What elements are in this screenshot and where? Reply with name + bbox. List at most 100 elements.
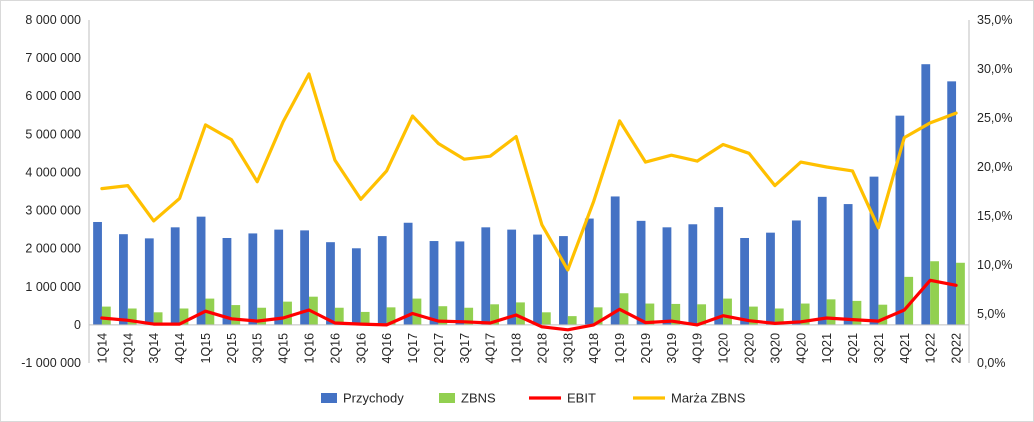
bar-przychody [895,115,905,325]
line-series-ebit [100,278,958,332]
bar-przychody [403,222,413,325]
bar-zbns [283,301,292,325]
bar-zbns [671,303,681,325]
x-tick-label: 3Q15 [251,333,265,364]
x-tick-label: 1Q22 [924,333,938,364]
bar-przychody [921,64,931,325]
bar-przychody [766,232,775,325]
bar-przychody [481,227,491,325]
bar-zbns [516,302,525,325]
x-tick-label: 2Q22 [950,333,964,364]
y-left-tick-label: -1 000 000 [21,356,81,370]
y-left-tick-label: 7 000 000 [25,51,81,65]
bar-zbns [593,307,603,325]
bar-zbns [153,312,163,325]
y-right-tick-label: 0,0% [977,356,1006,370]
y-right-tick-label: 25,0% [977,111,1012,125]
y-left-tick-label: 6 000 000 [25,89,81,103]
line-series-mar-a-zbns [100,72,958,272]
y-right-tick-label: 5,0% [977,307,1006,321]
x-tick-label: 3Q19 [665,333,679,364]
x-tick-label: 4Q20 [794,333,808,364]
y-right-tick-label: 15,0% [977,209,1012,223]
bar-zbns [438,306,448,325]
bar-zbns [749,306,758,325]
bar-przychody [662,227,672,325]
x-tick-label: 1Q16 [303,333,317,364]
bar-zbns [257,307,267,325]
bar-zbns [386,307,396,325]
x-tick-label: 2Q19 [639,333,653,364]
x-tick-label: 2Q16 [328,333,342,364]
x-tick-label: 3Q21 [872,333,886,364]
bar-przychody [610,196,620,325]
bar-przychody [584,218,594,325]
bar-przychody [688,224,698,325]
bar-przychody [274,229,284,325]
bar-przychody [507,229,517,325]
bar-przychody [947,81,957,325]
x-tick-label: 2Q14 [121,333,135,364]
y-left-tick-label: 4 000 000 [25,165,81,179]
bar-zbns [567,316,577,325]
y-left-tick-label: 3 000 000 [25,204,81,218]
bar-zbns [179,308,189,325]
bar-przychody [93,221,102,325]
bar-przychody [170,227,180,325]
x-tick-label: 4Q19 [691,333,705,364]
y-right-tick-label: 20,0% [977,160,1012,174]
bar-przychody [196,216,206,325]
bar-przychody [559,236,568,325]
legend-key-zbns [439,393,455,403]
x-tick-label: 4Q14 [173,333,187,364]
bar-przychody [533,234,542,325]
bar-zbns [852,300,862,325]
bar-zbns [127,308,137,325]
bar-przychody [326,242,335,325]
bar-przychody [300,230,309,325]
bar-zbns [231,305,241,325]
bar-przychody [119,234,128,325]
bar-przychody [351,248,361,325]
legend-label: Marża ZBNS [671,391,746,406]
x-tick-label: 4Q15 [277,333,291,364]
bar-przychody [791,220,801,325]
bar-zbns [334,307,344,325]
y-right-tick-label: 30,0% [977,62,1012,76]
x-tick-label: 2Q17 [432,333,446,364]
x-tick-label: 1Q21 [820,333,834,364]
x-tick-label: 1Q18 [510,333,524,364]
x-tick-label: 2Q18 [535,333,549,364]
y-left-tick-label: 0 [74,318,81,332]
bar-przychody [222,237,232,325]
bar-zbns [464,307,474,325]
bar-przychody [843,204,853,325]
bar-zbns [723,298,732,325]
x-tick-label: 4Q21 [898,333,912,364]
x-tick-label: 4Q16 [380,333,394,364]
x-tick-label: 2Q15 [225,333,239,364]
bar-przychody [740,237,749,325]
bar-zbns [697,304,707,325]
legend-label: EBIT [567,391,596,406]
bar-zbns [645,303,655,325]
bar-zbns [490,304,499,325]
bar-przychody [144,238,154,325]
y-left-tick-label: 2 000 000 [25,242,81,256]
bar-zbns [774,308,784,325]
x-tick-label: 3Q20 [768,333,782,364]
bar-przychody [248,233,258,325]
x-tick-label: 3Q17 [458,333,472,364]
bar-zbns [800,303,810,325]
bar-zbns [878,304,888,325]
bar-zbns [360,311,370,325]
bar-zbns [904,276,914,325]
x-tick-label: 3Q18 [561,333,575,364]
bar-zbns [101,306,111,325]
y-left-tick-label: 8 000 000 [25,13,81,27]
bar-zbns [826,299,836,325]
legend-label: Przychody [343,391,404,406]
bar-zbns [956,262,965,325]
